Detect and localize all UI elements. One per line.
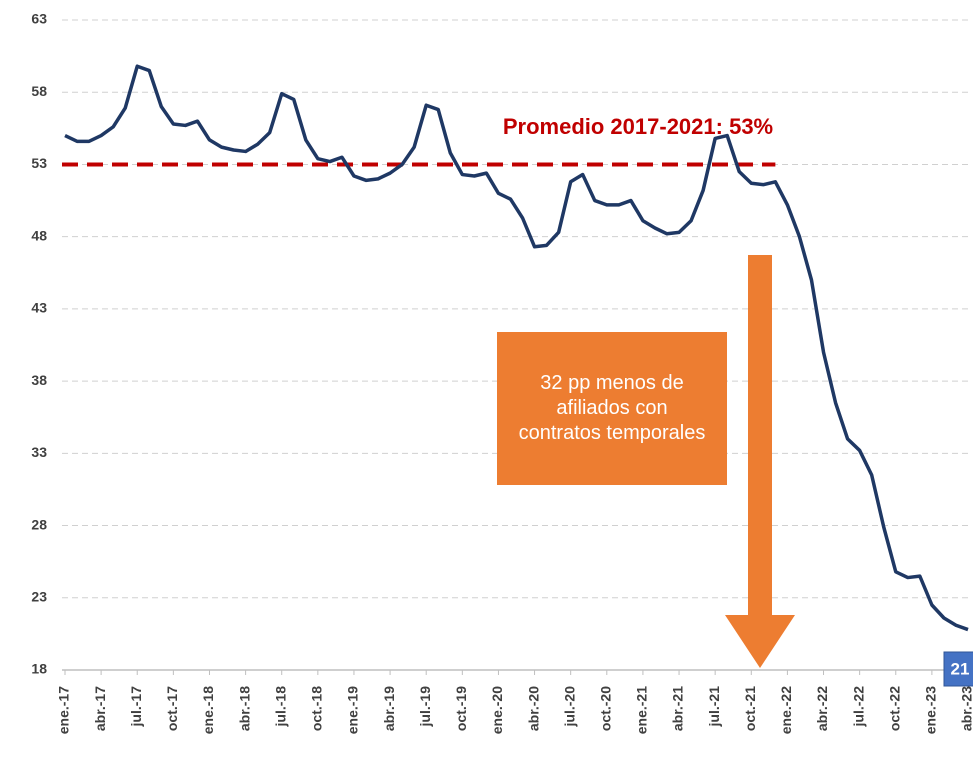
value-label: 21: [951, 659, 970, 678]
y-tick-label: 53: [31, 155, 47, 171]
x-tick-label: abr.-19: [381, 686, 397, 731]
x-tick-label: jul.-21: [706, 686, 722, 728]
x-tick-label: oct.-21: [742, 686, 758, 731]
x-tick-label: ene.-19: [345, 686, 361, 734]
series-line: [64, 64, 969, 632]
x-tick-label: abr.-21: [670, 686, 686, 731]
x-tick-label: ene.-18: [200, 686, 216, 734]
y-tick-label: 38: [31, 372, 47, 388]
y-tick-label: 33: [31, 444, 47, 460]
y-tick-label: 23: [31, 588, 47, 604]
x-tick-label: abr.-23: [959, 686, 973, 731]
arrow: [725, 255, 795, 668]
y-tick-label: 58: [31, 83, 47, 99]
value-label-box: [943, 651, 973, 687]
x-tick-label: abr.-18: [236, 686, 252, 731]
y-tick-label: 48: [31, 227, 47, 243]
x-tick-label: oct.-20: [598, 686, 614, 731]
y-tick-label: 63: [31, 11, 47, 27]
x-tick-label: jul.-22: [850, 686, 866, 728]
annotation: 32 pp menos de afiliados con contratos t…: [497, 332, 727, 485]
x-tick-label: ene.-17: [56, 686, 72, 734]
x-tick-label: ene.-21: [634, 686, 650, 734]
reference-label: Promedio 2017-2021: 53%: [503, 114, 773, 139]
x-tick-label: oct.-18: [309, 686, 325, 731]
x-tick-label: jul.-17: [128, 686, 144, 728]
x-tick-label: ene.-20: [489, 686, 505, 734]
x-tick-label: oct.-22: [886, 686, 902, 731]
x-tick-label: ene.-23: [923, 686, 939, 734]
y-tick-label: 28: [31, 516, 47, 532]
x-tick-label: oct.-19: [453, 686, 469, 731]
x-tick-label: oct.-17: [164, 686, 180, 731]
y-tick-label: 43: [31, 300, 47, 316]
y-tick-label: 18: [31, 661, 47, 677]
x-tick-label: ene.-22: [778, 686, 794, 734]
x-tick-label: jul.-18: [272, 686, 288, 728]
x-tick-label: abr.-17: [92, 686, 108, 731]
x-tick-label: jul.-20: [561, 686, 577, 728]
x-tick-label: abr.-20: [525, 686, 541, 731]
x-tick-label: abr.-22: [814, 686, 830, 731]
x-tick-label: jul.-19: [417, 686, 433, 728]
